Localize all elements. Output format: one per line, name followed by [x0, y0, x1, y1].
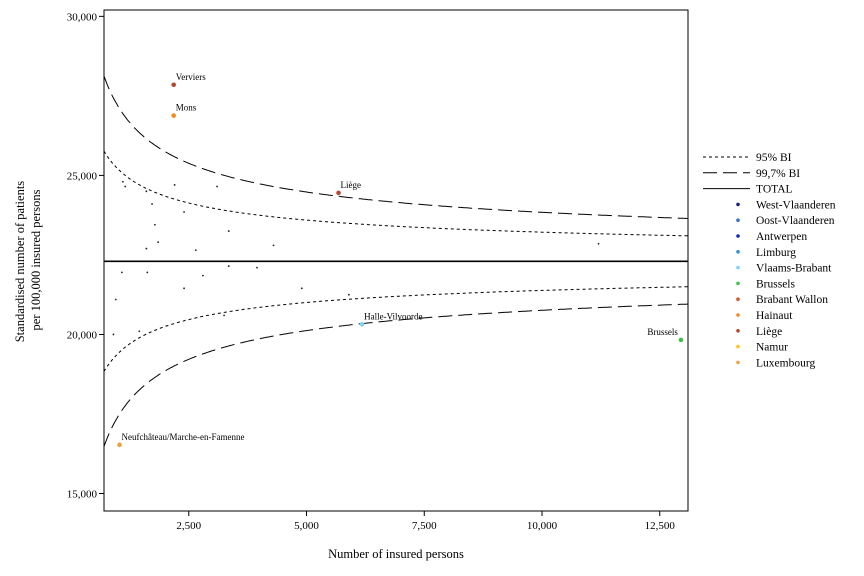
legend-swatch-hainaut: [736, 313, 740, 317]
legend-label-ci95: 95% BI: [756, 152, 792, 164]
legend: 95% BI 99,7% BI TOTAL West-Vlaanderen Oost-V…: [703, 152, 836, 369]
data-point: [157, 241, 160, 244]
data-point: [256, 266, 258, 269]
x-tick-label: 2,500: [176, 520, 201, 532]
data-point: [183, 287, 185, 290]
data-point: [227, 265, 230, 267]
x-axis-label: Number of insured persons: [328, 547, 464, 561]
confidence-curves: [104, 75, 688, 447]
legend-label-oost-vlaanderen: Oost-Vlaanderen: [756, 215, 835, 227]
data-point: [348, 293, 350, 296]
legend-swatch-brussels: [736, 281, 740, 286]
y-tick-label: 25,000: [67, 170, 98, 182]
legend-swatch-west-vlaanderen: [736, 202, 740, 207]
legend-label-vlaams-brabant: Vlaams-Brabant: [756, 263, 832, 275]
y-tick-label: 15,000: [67, 489, 98, 501]
legend-label-antwerpen: Antwerpen: [756, 231, 807, 243]
legend-swatch-liege: [736, 329, 740, 333]
point-annotation: Brussels: [647, 327, 678, 337]
legend-label-ci997: 99,7% BI: [756, 168, 800, 180]
x-tick-label: 12,500: [645, 520, 676, 532]
legend-label-west-vlaanderen: West-Vlaanderen: [756, 199, 836, 211]
data-point: [145, 247, 148, 250]
highlighted-point: [171, 82, 177, 88]
data-point: [272, 244, 275, 247]
point-annotation: Liège: [341, 180, 362, 190]
point-annotation: Mons: [176, 103, 197, 113]
y-axis-label: Standardised number of patients per 100,…: [13, 178, 43, 343]
data-point: [223, 314, 225, 317]
data-point: [121, 180, 124, 183]
legend-label-hainaut: Hainaut: [756, 310, 793, 322]
y-axis-label-line-1: Standardised number of patients: [13, 181, 27, 343]
data-point: [151, 203, 153, 205]
highlighted-point: [336, 190, 341, 196]
x-tick-label: 7,500: [412, 520, 437, 532]
highlighted-point: [171, 113, 177, 118]
data-point: [300, 287, 303, 290]
data-point: [597, 242, 600, 245]
legend-label-limburg: Limburg: [756, 247, 796, 259]
data-point: [227, 230, 230, 232]
legend-label-namur: Namur: [756, 342, 788, 354]
data-point: [120, 271, 123, 274]
legend-label-total: TOTAL: [756, 184, 793, 196]
ci95-lower-curve: [104, 286, 688, 372]
data-point: [114, 298, 117, 301]
legend-swatch-antwerpen: [736, 234, 740, 238]
data-point: [202, 274, 204, 277]
highlighted-point: [678, 337, 684, 343]
data-point: [183, 211, 185, 213]
x-tick-label: 10,000: [527, 520, 558, 532]
ci997-upper-curve: [104, 75, 688, 219]
legend-swatch-vlaams-brabant: [736, 265, 740, 270]
legend-swatch-limburg: [736, 250, 740, 254]
data-point: [216, 185, 218, 188]
data-point: [194, 249, 197, 252]
legend-swatch-brabant-wallon: [736, 297, 740, 302]
data-points: Verviers Mons Liège Halle-Vilvoorde Brussels…: [112, 72, 684, 448]
data-point: [124, 185, 127, 188]
highlighted-point: [359, 321, 365, 327]
data-point: [145, 190, 148, 193]
y-tick-label: 20,000: [67, 329, 98, 341]
y-tick-label: 30,000: [67, 11, 98, 23]
legend-swatch-namur: [736, 344, 740, 349]
legend-swatch-luxembourg: [736, 360, 740, 365]
x-tick-label: 5,000: [294, 520, 319, 532]
data-point: [173, 184, 176, 186]
legend-label-brabant-wallon: Brabant Wallon: [756, 294, 828, 306]
ci95-upper-curve: [104, 150, 688, 237]
y-axis-ticks: 15,000 20,000 25,000 30,000: [67, 11, 104, 501]
legend-swatch-oost-vlaanderen: [736, 218, 740, 222]
point-annotation: Halle-Vilvoorde: [364, 311, 422, 321]
ci997-lower-curve: [104, 303, 688, 447]
x-axis-ticks: 2,500 5,000 7,500 10,000 12,500: [176, 511, 675, 532]
data-point: [146, 271, 149, 274]
data-point: [138, 330, 141, 333]
highlighted-point: [117, 442, 122, 448]
data-point: [153, 223, 156, 226]
legend-label-brussels: Brussels: [756, 278, 796, 290]
point-annotation: Verviers: [176, 72, 206, 82]
point-annotation: Neufchâteau/Marche-en-Famenne: [122, 432, 245, 442]
y-axis-label-line-2: per 100,000 insured persons: [29, 189, 43, 330]
legend-label-liege: Liège: [756, 326, 782, 338]
legend-label-luxembourg: Luxembourg: [756, 357, 815, 369]
data-point: [112, 333, 115, 336]
